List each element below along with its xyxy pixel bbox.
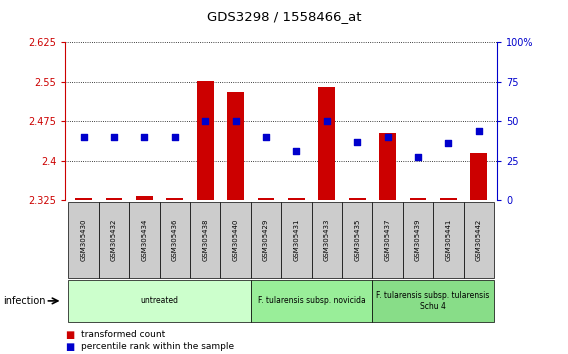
Text: ■: ■: [65, 330, 74, 339]
Point: [292, 148, 301, 154]
Bar: [166, 199, 183, 200]
Text: GDS3298 / 1558466_at: GDS3298 / 1558466_at: [207, 10, 361, 23]
Point: [383, 134, 392, 140]
Bar: [227, 92, 244, 200]
Text: GSM305433: GSM305433: [324, 218, 330, 261]
Bar: [440, 199, 457, 200]
Bar: [99, 202, 129, 278]
Bar: [470, 153, 487, 200]
Point: [201, 118, 210, 124]
Text: GSM305441: GSM305441: [445, 219, 452, 261]
Bar: [190, 202, 220, 278]
Bar: [136, 196, 153, 200]
Point: [231, 118, 240, 124]
Text: GSM305436: GSM305436: [172, 218, 178, 261]
Text: F. tularensis subsp. novicida: F. tularensis subsp. novicida: [258, 296, 365, 306]
Point: [414, 155, 423, 160]
Bar: [312, 202, 342, 278]
Bar: [68, 202, 99, 278]
Bar: [463, 202, 494, 278]
Text: GSM305438: GSM305438: [202, 218, 208, 261]
Bar: [373, 202, 403, 278]
Text: transformed count: transformed count: [81, 330, 165, 339]
Bar: [281, 202, 312, 278]
Point: [444, 141, 453, 146]
Point: [353, 139, 362, 144]
Bar: [106, 199, 122, 200]
Text: GSM305430: GSM305430: [81, 218, 86, 261]
Bar: [342, 202, 373, 278]
Bar: [349, 199, 366, 200]
Bar: [250, 202, 281, 278]
Bar: [403, 202, 433, 278]
Text: percentile rank within the sample: percentile rank within the sample: [81, 342, 235, 352]
Text: GSM305431: GSM305431: [293, 218, 299, 261]
Text: GSM305442: GSM305442: [476, 219, 482, 261]
Text: GSM305439: GSM305439: [415, 218, 421, 261]
Text: GSM305432: GSM305432: [111, 219, 117, 261]
Bar: [160, 202, 190, 278]
Point: [261, 134, 270, 140]
Text: ■: ■: [65, 342, 74, 352]
Bar: [129, 202, 160, 278]
Text: GSM305429: GSM305429: [263, 219, 269, 261]
Text: GSM305440: GSM305440: [232, 219, 239, 261]
Text: GSM305434: GSM305434: [141, 219, 147, 261]
Point: [170, 134, 179, 140]
Text: untreated: untreated: [140, 296, 178, 306]
Bar: [373, 280, 494, 322]
Bar: [75, 199, 92, 200]
Bar: [197, 81, 214, 200]
Bar: [319, 87, 335, 200]
Bar: [410, 199, 427, 200]
Bar: [433, 202, 463, 278]
Bar: [288, 199, 304, 200]
Bar: [220, 202, 250, 278]
Text: GSM305435: GSM305435: [354, 219, 360, 261]
Point: [322, 118, 331, 124]
Text: GSM305437: GSM305437: [385, 218, 391, 261]
Bar: [250, 280, 373, 322]
Text: F. tularensis subsp. tularensis
Schu 4: F. tularensis subsp. tularensis Schu 4: [377, 291, 490, 310]
Point: [474, 128, 483, 133]
Point: [79, 134, 88, 140]
Point: [140, 134, 149, 140]
Point: [110, 134, 119, 140]
Text: infection: infection: [3, 296, 45, 306]
Bar: [258, 199, 274, 200]
Bar: [68, 280, 250, 322]
Bar: [379, 133, 396, 200]
